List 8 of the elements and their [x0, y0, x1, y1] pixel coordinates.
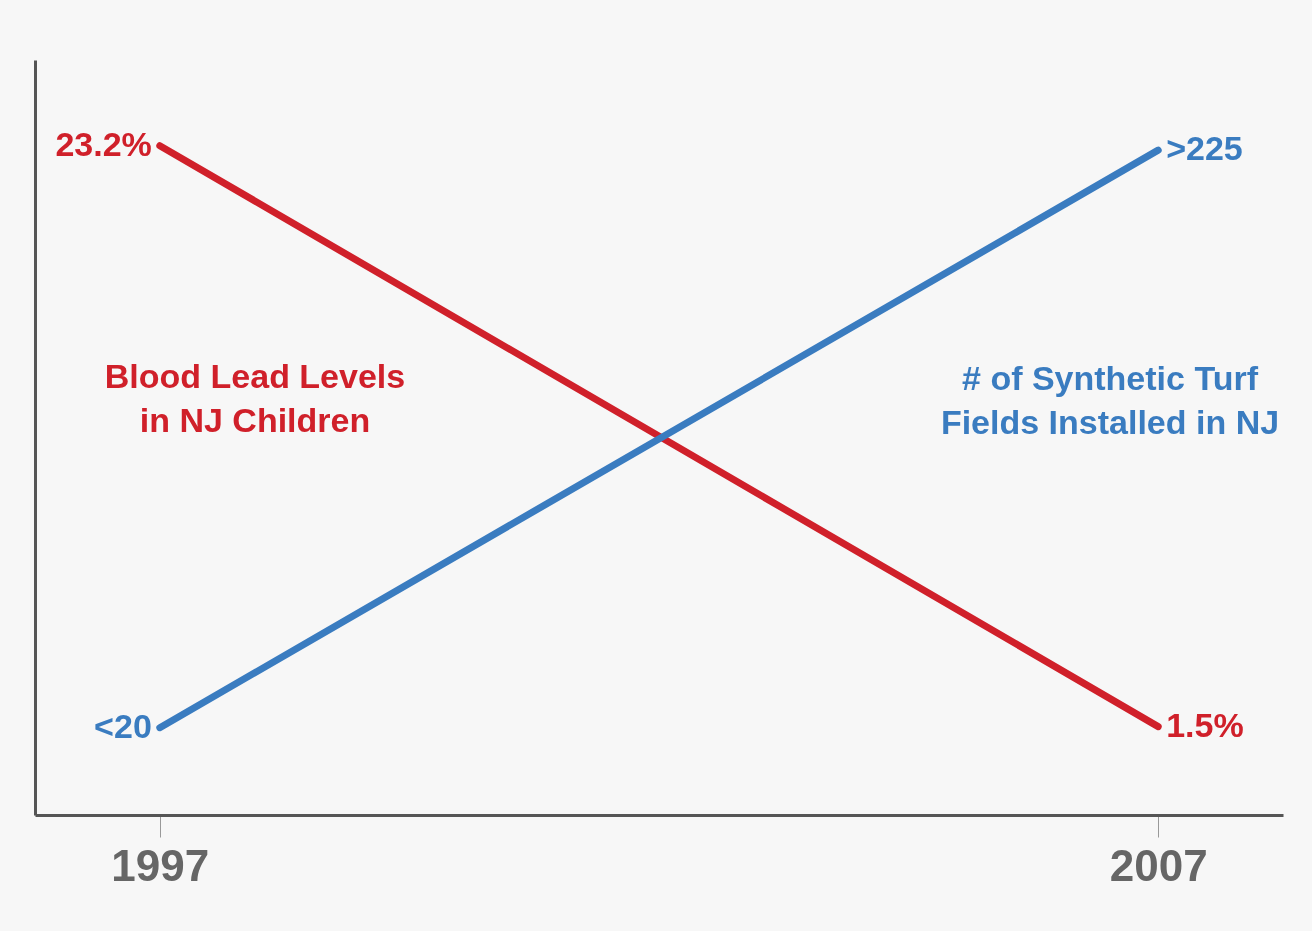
x-tick-label: 1997: [111, 840, 210, 890]
series-label: Blood Lead Levels in NJ Children: [104, 357, 406, 439]
x-tick-label: 2007: [1109, 840, 1208, 890]
data-label: 1.5%: [1166, 705, 1244, 744]
text: # of Synthetic Turf Fields Installed in NJ: [940, 359, 1280, 441]
data-label: 23.2%: [55, 124, 152, 163]
data-label: >225: [1166, 129, 1243, 168]
data-label: <20: [94, 706, 152, 745]
